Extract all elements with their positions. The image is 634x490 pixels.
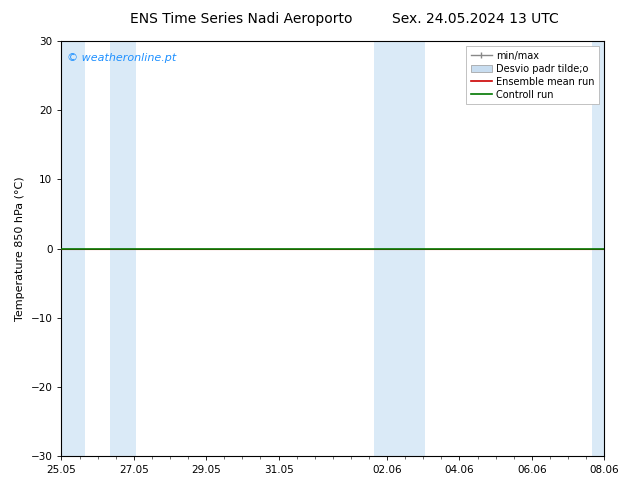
Text: ENS Time Series Nadi Aeroporto: ENS Time Series Nadi Aeroporto [130,12,352,26]
Text: Sex. 24.05.2024 13 UTC: Sex. 24.05.2024 13 UTC [392,12,559,26]
Legend: min/max, Desvio padr tilde;o, Ensemble mean run, Controll run: min/max, Desvio padr tilde;o, Ensemble m… [466,46,599,104]
Bar [400,41,425,456]
Bar [375,41,400,456]
Bar [110,41,136,456]
Bar [61,41,85,456]
Y-axis label: Temperature 850 hPa (°C): Temperature 850 hPa (°C) [15,176,25,321]
Bar [592,41,608,456]
Text: © weatheronline.pt: © weatheronline.pt [67,53,176,64]
